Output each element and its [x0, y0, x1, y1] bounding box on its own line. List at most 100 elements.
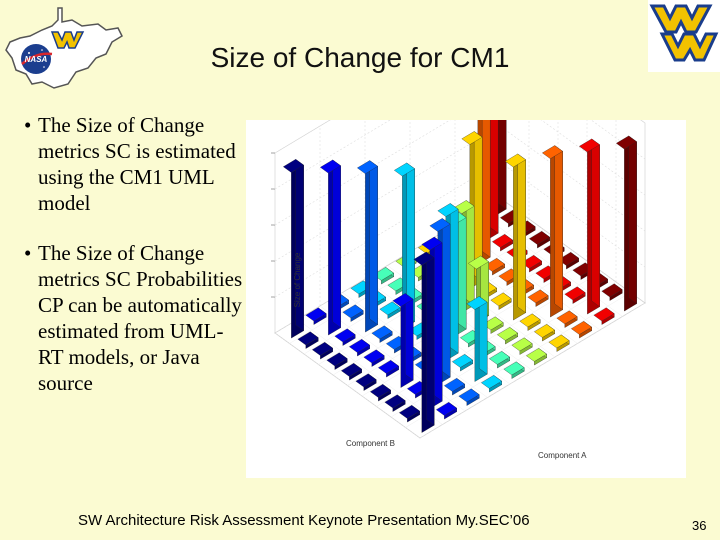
bar	[394, 162, 415, 330]
z-gridline	[274, 53, 646, 190]
bar-top	[341, 363, 362, 377]
bar-top	[481, 375, 502, 389]
bar	[370, 384, 391, 402]
bar	[399, 405, 420, 423]
bar-face	[426, 251, 435, 426]
bullet-item: • The Size of Change metrics SC Probabil…	[24, 240, 246, 396]
bar-top	[363, 349, 385, 364]
bar	[482, 316, 504, 334]
bar	[371, 325, 393, 343]
y-axis-label: Component B	[346, 439, 395, 448]
bar	[305, 307, 327, 325]
bar-top	[529, 231, 550, 245]
bar	[558, 252, 579, 270]
bar-top	[579, 138, 600, 153]
bar	[579, 138, 600, 315]
bar-top	[571, 321, 592, 335]
bar	[616, 135, 637, 312]
bar	[564, 286, 586, 304]
bar-top	[394, 162, 415, 177]
bar-face	[498, 35, 507, 210]
bar	[601, 283, 623, 301]
bullet-dot: •	[24, 113, 32, 137]
bar-face	[479, 296, 488, 375]
bar	[413, 251, 435, 433]
bar	[481, 375, 502, 393]
bar-top	[593, 307, 615, 322]
bar	[363, 349, 385, 367]
bar	[436, 402, 457, 420]
bar-top	[342, 304, 364, 319]
bar	[283, 159, 304, 339]
bar	[511, 337, 533, 355]
bar-face	[466, 200, 475, 306]
bar-top	[497, 327, 518, 341]
bar	[593, 307, 615, 325]
bar-top	[492, 234, 513, 248]
bar-top	[399, 405, 420, 419]
bar-face	[442, 218, 451, 378]
bar	[534, 324, 555, 342]
bar-face	[517, 153, 526, 313]
bar-top	[505, 153, 526, 168]
z-axis-label: Size of Change	[293, 252, 302, 307]
bar-top	[527, 289, 549, 304]
chart-bars	[283, 35, 637, 433]
bar-top	[542, 145, 563, 159]
bar	[542, 145, 563, 318]
bar-top	[534, 324, 555, 338]
bar-top	[429, 218, 451, 232]
bar-top	[392, 293, 414, 307]
bar	[326, 352, 348, 370]
bar	[497, 327, 518, 345]
bar	[556, 310, 578, 328]
bar	[492, 234, 513, 252]
bar	[342, 304, 364, 322]
slide-title: Size of Change for CM1	[210, 42, 510, 73]
bar-top	[305, 307, 327, 322]
bar-face	[490, 68, 499, 234]
bar-top	[379, 301, 401, 316]
bar	[505, 153, 526, 321]
bar-top	[458, 388, 480, 403]
bar	[349, 339, 370, 357]
bar	[334, 328, 356, 346]
bar	[392, 293, 414, 388]
wvu-flying-wv-icon	[649, 4, 719, 62]
bar-top	[312, 342, 333, 356]
bar-face	[554, 145, 563, 310]
bar	[529, 231, 550, 249]
wv-nasa-logo: NASA	[2, 2, 126, 92]
bullet-item: • The Size of Change metrics SC is estim…	[24, 112, 246, 216]
bar-top	[466, 296, 488, 310]
bullet-list: • The Size of Change metrics SC is estim…	[24, 112, 246, 420]
bar-top	[548, 334, 570, 349]
bar-face	[591, 138, 600, 307]
wv-small-logo-icon	[50, 31, 85, 49]
bar-top	[357, 160, 378, 174]
bar-top	[489, 351, 510, 365]
bar	[484, 258, 505, 276]
bar-top	[326, 352, 348, 367]
chart-container: Size of Change Component B Component A	[246, 17, 686, 478]
bar-top	[468, 255, 489, 270]
bar	[341, 363, 362, 381]
bar	[521, 255, 542, 273]
bar-top	[283, 159, 304, 173]
bar	[466, 296, 488, 382]
bar-face	[628, 135, 637, 304]
wvu-logo	[648, 0, 720, 72]
page-number: 36	[692, 518, 707, 533]
bar-top	[616, 135, 637, 150]
nasa-logo-icon: NASA	[21, 44, 53, 74]
bar	[526, 348, 547, 366]
bar-top	[320, 159, 341, 174]
bar	[297, 331, 319, 349]
bar-top	[334, 328, 356, 343]
bar	[490, 292, 512, 310]
bar	[373, 267, 394, 285]
bar3d-chart: Size of Change Component B Component A	[271, 17, 646, 460]
bar-top	[452, 354, 473, 368]
bar-top	[556, 310, 578, 325]
bar-face	[332, 159, 341, 328]
